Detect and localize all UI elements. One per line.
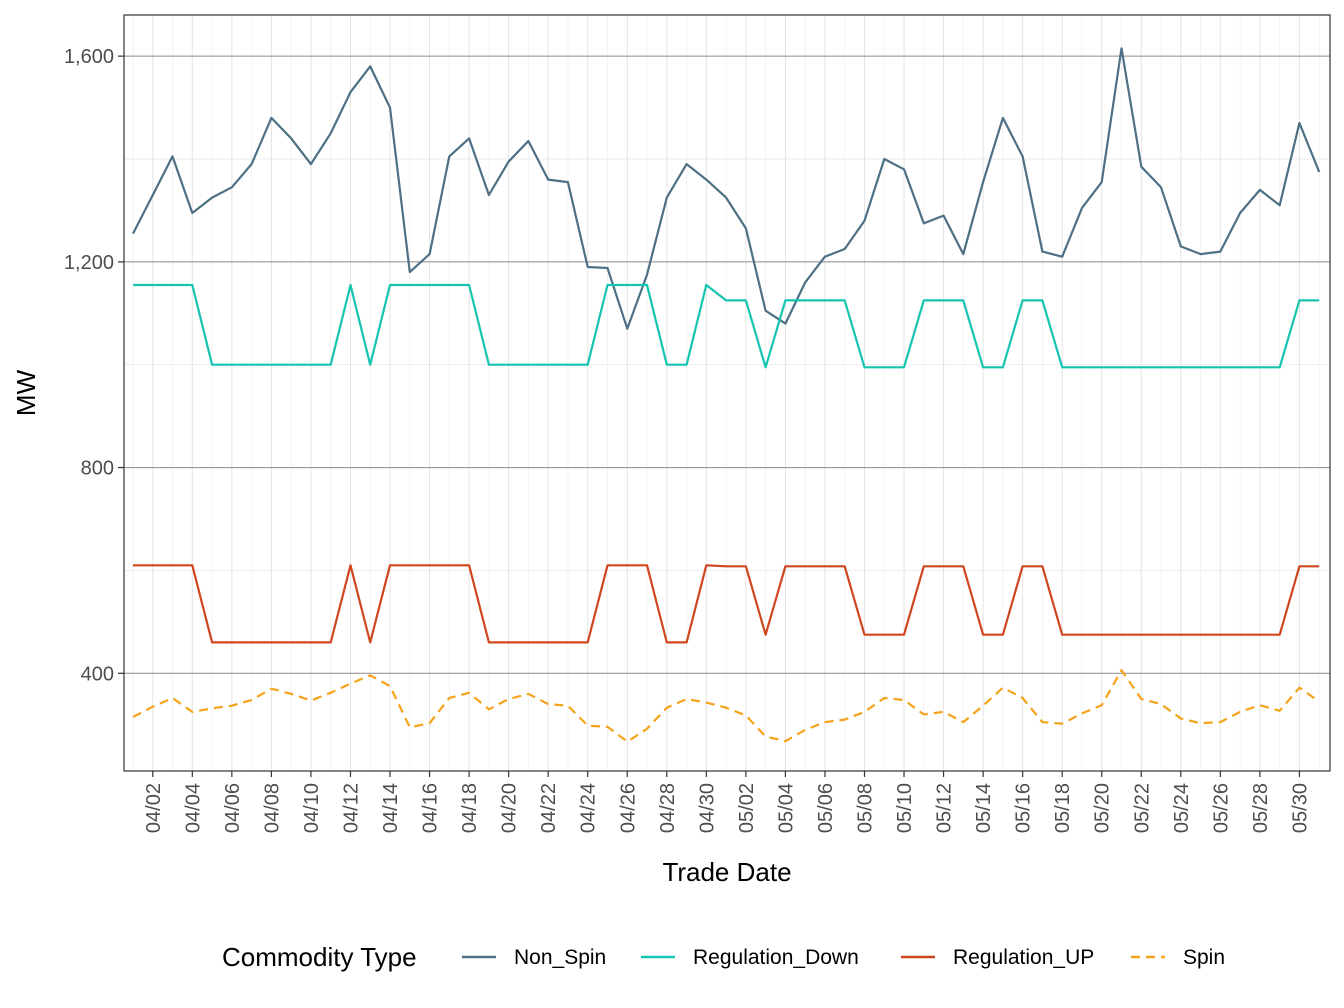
series-line-non-spin xyxy=(132,47,1321,330)
y-tick-label: 1,600 xyxy=(64,46,114,68)
x-tick-label: 04/24 xyxy=(578,783,600,833)
x-axis-title: Trade Date xyxy=(662,857,791,887)
x-tick-label: 05/22 xyxy=(1131,783,1153,833)
x-tick-label: 04/20 xyxy=(499,783,521,833)
x-tick-label: 04/02 xyxy=(143,783,165,833)
legend-title: Commodity Type xyxy=(222,942,417,972)
x-tick-label: 05/12 xyxy=(934,783,956,833)
x-tick-label: 05/18 xyxy=(1052,783,1074,833)
x-tick-label: 04/28 xyxy=(657,783,679,833)
x-tick-label: 05/06 xyxy=(815,783,837,833)
x-tick-label: 05/30 xyxy=(1289,783,1311,833)
y-axis-title: MW xyxy=(11,369,41,416)
x-tick-label: 04/04 xyxy=(182,783,204,833)
y-tick-label: 400 xyxy=(81,663,114,685)
y-axis: 400 800 1,200 1,600 xyxy=(64,46,124,685)
x-tick-label: 04/10 xyxy=(301,783,323,833)
x-tick-label: 05/28 xyxy=(1250,783,1272,833)
y-tick-label: 1,200 xyxy=(64,252,114,274)
series-lines xyxy=(132,47,1321,743)
x-tick-label: 04/12 xyxy=(340,783,362,833)
x-tick-label: 04/08 xyxy=(261,783,283,833)
x-tick-label: 04/18 xyxy=(459,783,481,833)
x-tick-label: 04/16 xyxy=(420,783,442,833)
legend: Commodity Type Non_Spin Regulation_Down Re… xyxy=(222,942,1225,972)
x-tick-label: 05/20 xyxy=(1092,783,1114,833)
x-tick-label: 05/02 xyxy=(736,783,758,833)
legend-label-spin: Spin xyxy=(1183,946,1225,969)
series-line-regulation-down xyxy=(133,283,1320,369)
x-tick-label: 04/26 xyxy=(617,783,639,833)
legend-label-regulation-up: Regulation_UP xyxy=(953,946,1094,969)
major-gridlines xyxy=(124,15,1330,771)
y-tick-label: 800 xyxy=(81,458,114,480)
x-tick-label: 04/14 xyxy=(380,783,402,833)
series-line-spin xyxy=(132,669,1320,743)
x-tick-label: 05/16 xyxy=(1013,783,1035,833)
x-tick-label: 05/04 xyxy=(775,783,797,833)
x-tick-label: 05/10 xyxy=(894,783,916,833)
x-tick-label: 05/24 xyxy=(1171,783,1193,833)
x-tick-label: 05/08 xyxy=(854,783,876,833)
x-axis: 04/02 04/04 04/06 04/08 04/10 04/12 04/14 04/16… xyxy=(143,771,1311,833)
legend-label-non-spin: Non_Spin xyxy=(514,946,606,969)
x-tick-label: 04/22 xyxy=(538,783,560,833)
x-tick-label: 05/14 xyxy=(973,783,995,833)
x-tick-label: 04/30 xyxy=(696,783,718,833)
x-tick-label: 04/06 xyxy=(222,783,244,833)
x-tick-label: 05/26 xyxy=(1210,783,1232,833)
legend-label-regulation-down: Regulation_Down xyxy=(693,946,859,969)
plot-panel-border xyxy=(123,14,1331,772)
minor-gridlines xyxy=(124,15,1330,771)
series-line-regulation-up xyxy=(133,564,1320,644)
